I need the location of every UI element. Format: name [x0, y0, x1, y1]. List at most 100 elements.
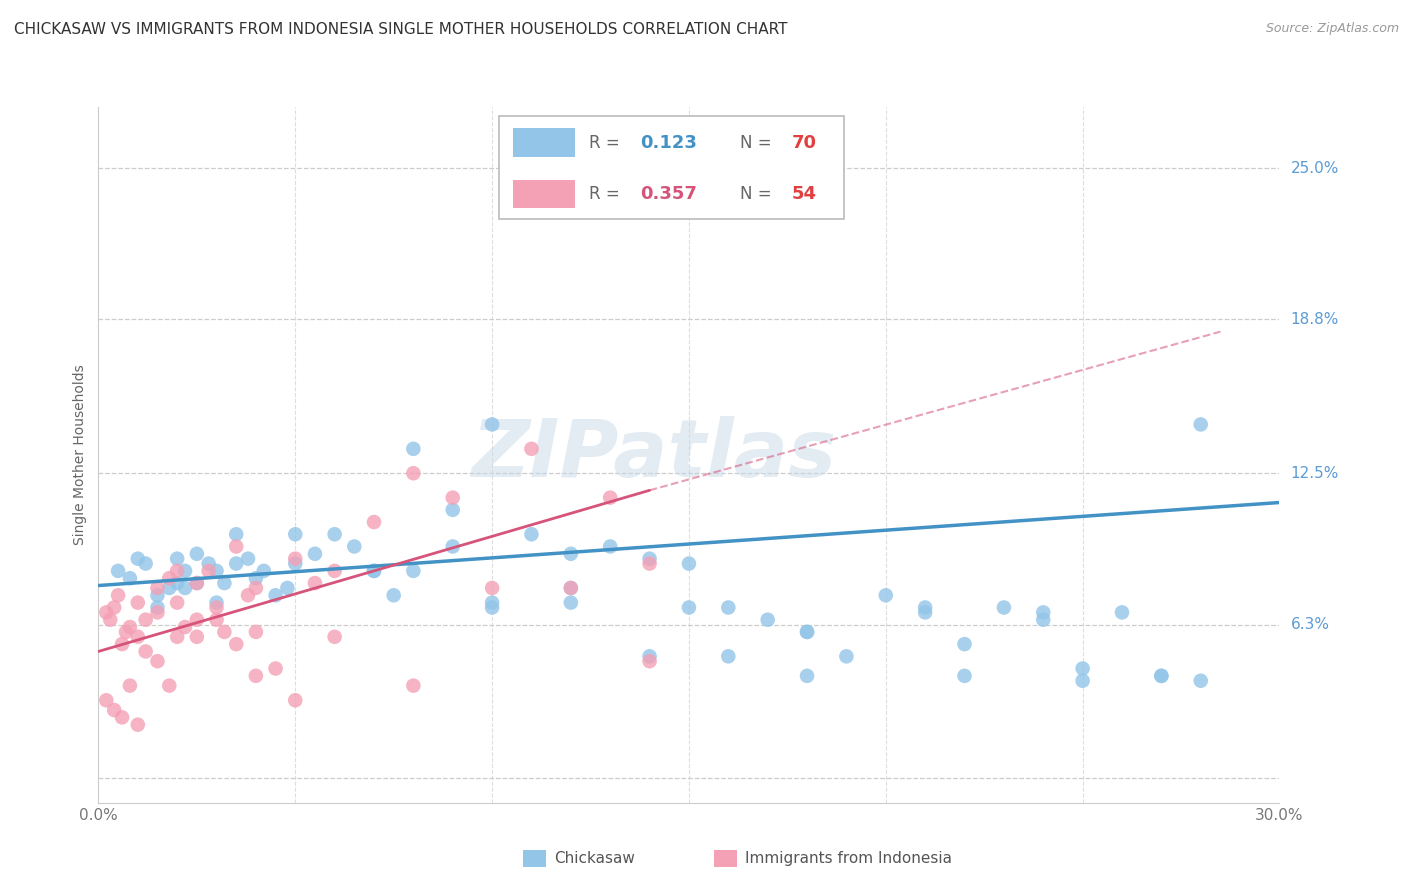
- Point: [186, 576, 208, 591]
- Point: [1071, 673, 1094, 688]
- Text: 0.123: 0.123: [640, 134, 697, 152]
- Point: [225, 637, 247, 651]
- Bar: [523, 850, 546, 867]
- Text: 12.5%: 12.5%: [1291, 466, 1339, 481]
- Point: [441, 491, 464, 505]
- Point: [402, 679, 425, 693]
- Point: [166, 551, 188, 566]
- Point: [323, 527, 346, 541]
- Text: CHICKASAW VS IMMIGRANTS FROM INDONESIA SINGLE MOTHER HOUSEHOLDS CORRELATION CHAR: CHICKASAW VS IMMIGRANTS FROM INDONESIA S…: [14, 22, 787, 37]
- Point: [205, 564, 228, 578]
- Point: [245, 571, 267, 585]
- Point: [638, 557, 661, 571]
- Point: [678, 600, 700, 615]
- Point: [402, 442, 425, 456]
- Point: [638, 654, 661, 668]
- Point: [1032, 613, 1054, 627]
- Point: [118, 571, 141, 585]
- Point: [717, 600, 740, 615]
- Text: 54: 54: [792, 185, 817, 202]
- Point: [284, 693, 307, 707]
- Point: [146, 654, 169, 668]
- Point: [914, 600, 936, 615]
- Point: [205, 600, 228, 615]
- Point: [135, 644, 157, 658]
- Point: [402, 467, 425, 481]
- Point: [225, 527, 247, 541]
- Point: [323, 630, 346, 644]
- Point: [363, 515, 385, 529]
- Point: [186, 547, 208, 561]
- Point: [197, 557, 219, 571]
- Point: [560, 581, 582, 595]
- Point: [284, 527, 307, 541]
- Point: [323, 564, 346, 578]
- Point: [166, 630, 188, 644]
- Point: [264, 661, 287, 675]
- Text: 0.357: 0.357: [640, 185, 697, 202]
- Point: [560, 596, 582, 610]
- Point: [1150, 669, 1173, 683]
- Point: [205, 613, 228, 627]
- Point: [245, 581, 267, 595]
- Point: [599, 540, 621, 554]
- Point: [382, 588, 405, 602]
- Point: [98, 613, 121, 627]
- Point: [197, 564, 219, 578]
- Point: [1189, 673, 1212, 688]
- Point: [127, 630, 149, 644]
- Point: [481, 417, 503, 432]
- Point: [245, 669, 267, 683]
- Point: [796, 624, 818, 639]
- Point: [103, 600, 125, 615]
- Point: [363, 564, 385, 578]
- Point: [118, 620, 141, 634]
- Point: [284, 551, 307, 566]
- Point: [96, 606, 118, 620]
- Text: Source: ZipAtlas.com: Source: ZipAtlas.com: [1265, 22, 1399, 36]
- Text: Chickasaw: Chickasaw: [554, 851, 636, 866]
- Point: [304, 547, 326, 561]
- Bar: [513, 128, 575, 157]
- Point: [520, 442, 543, 456]
- Point: [146, 606, 169, 620]
- Point: [481, 581, 503, 595]
- FancyBboxPatch shape: [499, 116, 844, 219]
- Point: [115, 624, 138, 639]
- Point: [236, 588, 259, 602]
- Point: [264, 588, 287, 602]
- Point: [157, 679, 180, 693]
- Text: 70: 70: [792, 134, 817, 152]
- Point: [127, 596, 149, 610]
- Point: [107, 588, 129, 602]
- Point: [146, 588, 169, 602]
- Point: [186, 613, 208, 627]
- Point: [875, 588, 897, 602]
- Point: [953, 637, 976, 651]
- Point: [363, 564, 385, 578]
- Point: [186, 630, 208, 644]
- Point: [157, 581, 180, 595]
- Point: [111, 637, 134, 651]
- Point: [276, 581, 298, 595]
- Text: N =: N =: [741, 134, 778, 152]
- Point: [111, 710, 134, 724]
- Point: [796, 669, 818, 683]
- Point: [236, 551, 259, 566]
- Text: R =: R =: [589, 134, 624, 152]
- Point: [560, 581, 582, 595]
- Point: [796, 624, 818, 639]
- Point: [118, 679, 141, 693]
- Text: N =: N =: [741, 185, 778, 202]
- Point: [225, 540, 247, 554]
- Text: 6.3%: 6.3%: [1291, 617, 1330, 632]
- Point: [678, 557, 700, 571]
- Point: [103, 703, 125, 717]
- Point: [481, 596, 503, 610]
- Point: [441, 503, 464, 517]
- Point: [166, 576, 188, 591]
- Point: [402, 564, 425, 578]
- Point: [107, 564, 129, 578]
- Point: [157, 571, 180, 585]
- Point: [166, 596, 188, 610]
